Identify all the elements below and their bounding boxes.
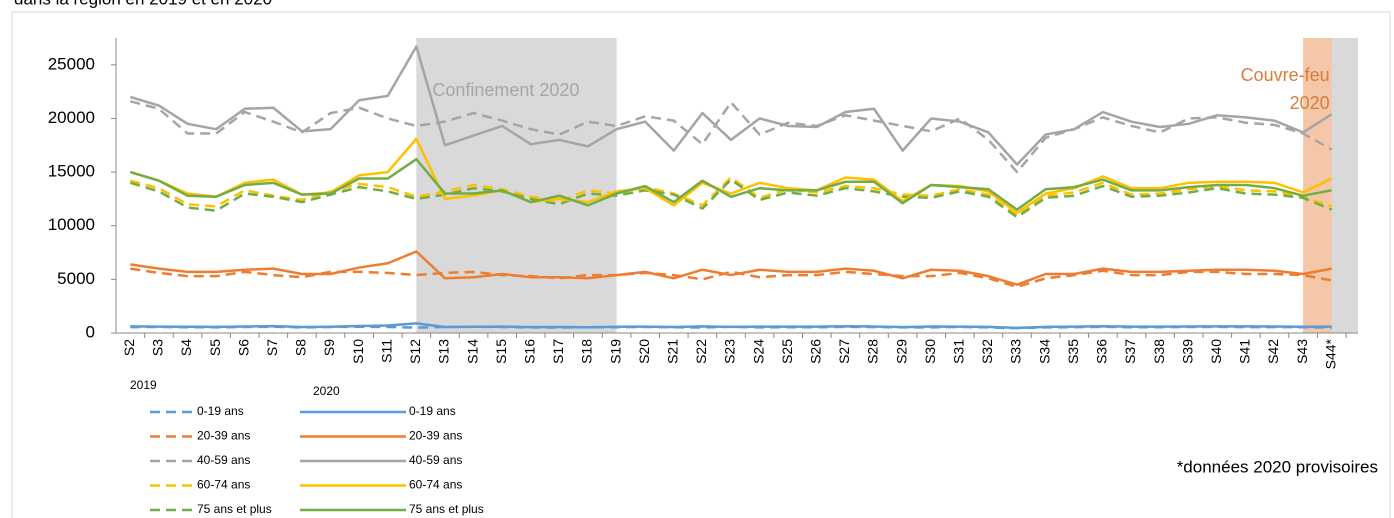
x-tick-label: S24: [750, 339, 766, 364]
series-line: [130, 322, 1332, 330]
legend-group-label: 2020: [313, 384, 340, 398]
region-label: 2020: [1290, 93, 1330, 113]
x-tick-label: S12: [407, 339, 423, 364]
legend-label: 20-39 ans: [409, 429, 462, 443]
legend-label: 60-74 ans: [409, 478, 462, 492]
y-tick-label: 10000: [48, 215, 95, 234]
region-label: Confinement 2020: [432, 80, 579, 100]
x-tick-label: S18: [579, 339, 595, 364]
x-tick-label: S28: [865, 339, 881, 364]
x-tick-label: S19: [607, 339, 623, 364]
x-tick-label: S32: [979, 339, 995, 364]
x-tick-label: S44*: [1322, 338, 1338, 369]
x-tick-label: S43: [1294, 339, 1310, 364]
x-tick-label: S5: [207, 339, 223, 356]
x-tick-label: S13: [436, 339, 452, 364]
y-tick-label: 20000: [48, 108, 95, 127]
x-tick-label: S15: [493, 339, 509, 364]
x-tick-label: S39: [1179, 339, 1195, 364]
y-tick-label: 5000: [57, 269, 95, 288]
x-tick-label: S21: [664, 339, 680, 364]
x-tick-label: S2: [121, 339, 137, 356]
x-tick-label: S23: [722, 339, 738, 364]
legend-label: 40-59 ans: [409, 453, 462, 467]
x-tick-label: S3: [150, 339, 166, 356]
y-tick-label: 0: [86, 322, 95, 341]
series-line: [130, 267, 1332, 289]
legend-label: 20-39 ans: [197, 429, 250, 443]
x-tick-label: S34: [1036, 339, 1052, 364]
region-label: Couvre-feu: [1241, 65, 1330, 85]
series-line: [129, 45, 1333, 166]
series-line: [129, 178, 1333, 219]
chart-title: dans la région en 2019 et en 2020: [14, 0, 272, 8]
x-tick-label: S36: [1094, 339, 1110, 364]
legend-label: 75 ans et plus: [197, 502, 272, 516]
legend-label: 75 ans et plus: [409, 502, 484, 516]
shaded-region: [416, 38, 617, 333]
series-line: [130, 250, 1332, 286]
x-tick-label: S30: [922, 339, 938, 364]
chart-frame: [11, 11, 1391, 518]
x-tick-label: S29: [893, 339, 909, 364]
x-tick-label: S38: [1151, 339, 1167, 364]
x-tick-label: S37: [1122, 339, 1138, 364]
x-tick-label: S9: [321, 339, 337, 356]
x-tick-label: S22: [693, 339, 709, 364]
series-line: [129, 100, 1333, 174]
x-tick-label: S17: [550, 339, 566, 364]
footnote: *données 2020 provisoires: [1177, 457, 1378, 476]
x-tick-label: S42: [1265, 339, 1281, 364]
legend-label: 0-19 ans: [409, 404, 456, 418]
y-tick-label: 25000: [48, 54, 95, 73]
series-line: [129, 137, 1333, 215]
x-tick-label: S35: [1065, 339, 1081, 364]
x-tick-label: S16: [521, 339, 537, 364]
x-tick-label: S31: [951, 339, 967, 364]
x-tick-label: S26: [808, 339, 824, 364]
x-tick-label: S27: [836, 339, 852, 364]
x-tick-label: S7: [264, 339, 280, 356]
x-tick-label: S8: [293, 339, 309, 356]
x-tick-label: S6: [235, 339, 251, 356]
legend-label: 40-59 ans: [197, 453, 250, 467]
legend-label: 0-19 ans: [197, 404, 244, 418]
x-tick-label: S41: [1237, 339, 1253, 364]
x-tick-label: S14: [464, 339, 480, 364]
legend-label: 60-74 ans: [197, 478, 250, 492]
x-tick-label: S10: [350, 339, 366, 364]
y-tick-label: 15000: [48, 162, 95, 181]
x-tick-label: S40: [1208, 339, 1224, 364]
x-tick-label: S33: [1008, 339, 1024, 364]
series-line: [129, 157, 1332, 211]
legend-group-label: 2019: [130, 378, 157, 392]
x-tick-label: S20: [636, 339, 652, 364]
shaded-tail: [1331, 38, 1358, 333]
x-tick-label: S25: [779, 339, 795, 364]
x-tick-label: S4: [178, 339, 194, 356]
x-tick-label: S11: [378, 339, 394, 363]
